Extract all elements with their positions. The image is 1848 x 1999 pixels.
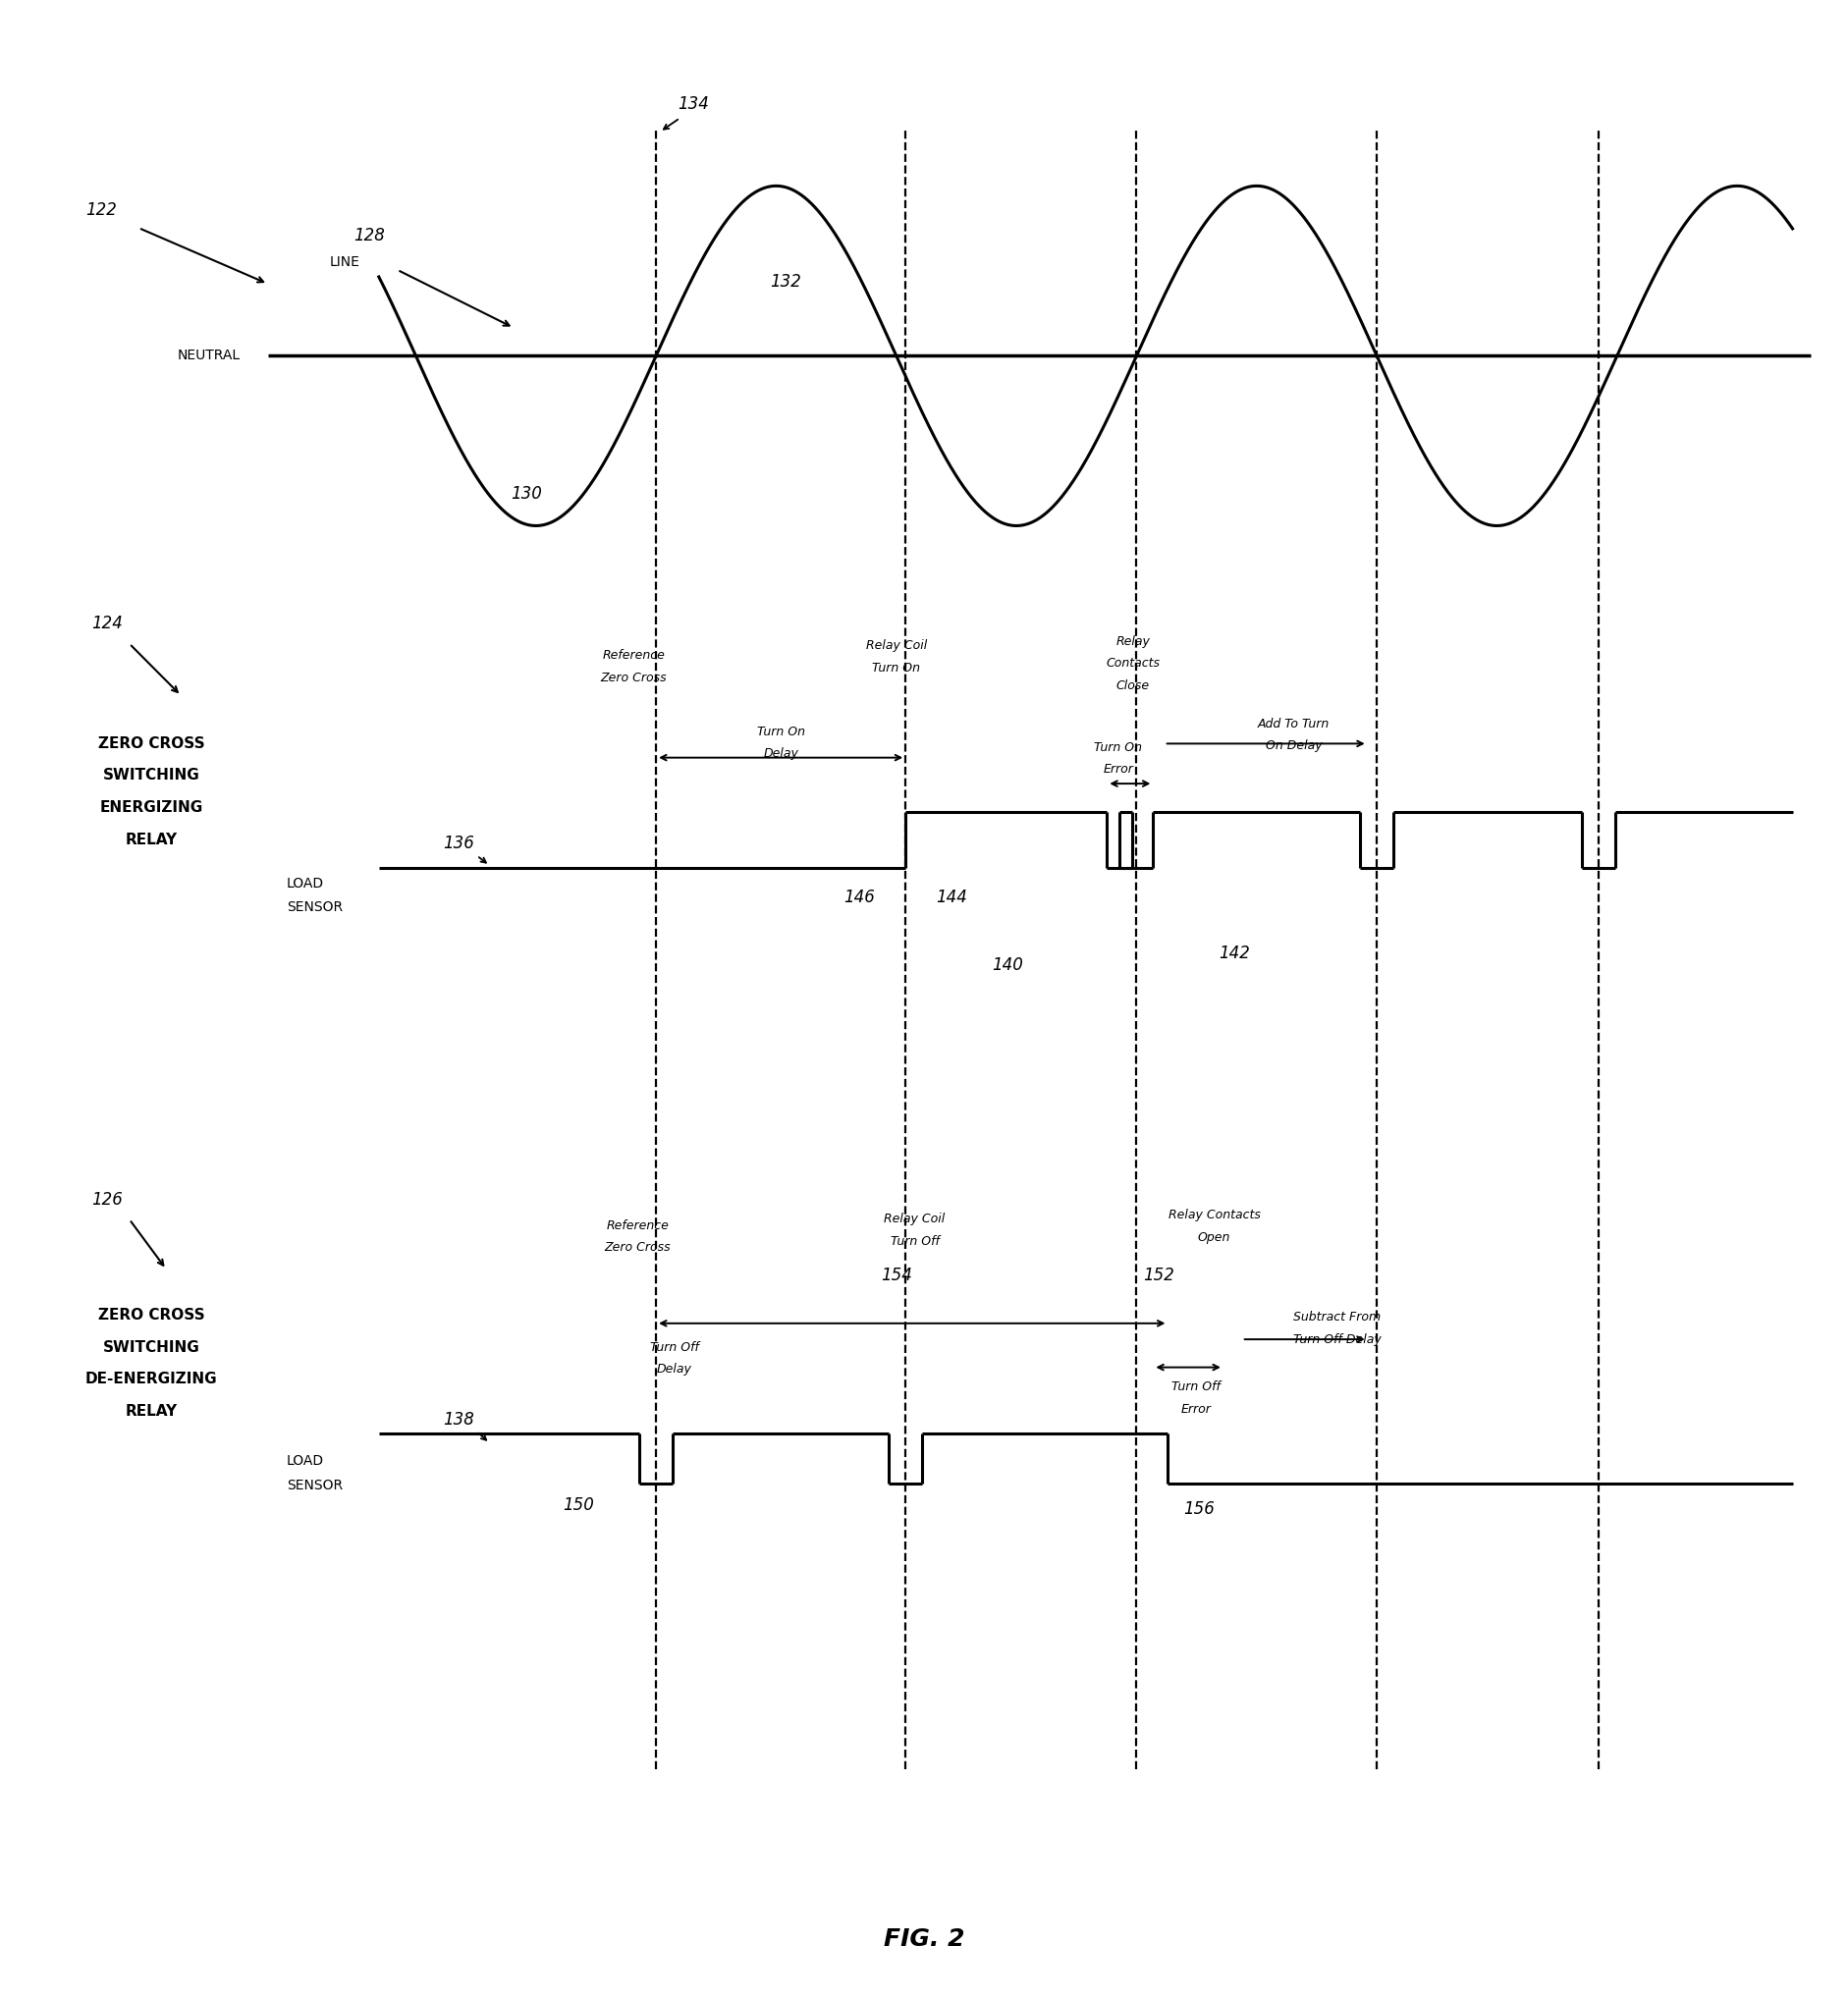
- Text: Error: Error: [1103, 764, 1133, 776]
- Text: 150: 150: [564, 1497, 593, 1513]
- Text: Reference: Reference: [606, 1219, 669, 1231]
- Text: On Delay: On Delay: [1266, 740, 1321, 752]
- Text: 136: 136: [444, 836, 473, 852]
- Text: Turn Off: Turn Off: [891, 1235, 939, 1247]
- Text: 140: 140: [992, 958, 1022, 974]
- Text: Zero Cross: Zero Cross: [601, 672, 667, 684]
- Text: Relay: Relay: [1116, 636, 1149, 648]
- Text: 128: 128: [355, 228, 384, 244]
- Text: FIG. 2: FIG. 2: [883, 1927, 965, 1951]
- Text: Turn On: Turn On: [1094, 742, 1142, 754]
- Text: Turn On: Turn On: [872, 662, 920, 674]
- Text: 138: 138: [444, 1411, 473, 1427]
- Text: Delay: Delay: [656, 1363, 693, 1375]
- Text: Subtract From: Subtract From: [1294, 1311, 1380, 1323]
- Text: 146: 146: [845, 890, 874, 906]
- Text: 152: 152: [1144, 1267, 1173, 1283]
- Text: LINE: LINE: [331, 256, 360, 268]
- Text: SENSOR: SENSOR: [286, 1479, 342, 1491]
- Text: DE-ENERGIZING: DE-ENERGIZING: [85, 1371, 218, 1387]
- Text: Relay Coil: Relay Coil: [883, 1213, 946, 1225]
- Text: Turn On: Turn On: [756, 726, 806, 738]
- Text: 134: 134: [678, 96, 708, 112]
- Text: 132: 132: [771, 274, 800, 290]
- Text: Turn Off Delay: Turn Off Delay: [1294, 1333, 1380, 1345]
- Text: 122: 122: [87, 202, 116, 218]
- Text: LOAD: LOAD: [286, 878, 323, 890]
- Text: RELAY: RELAY: [126, 832, 177, 848]
- Text: 126: 126: [92, 1191, 122, 1207]
- Text: 130: 130: [512, 486, 541, 502]
- Text: RELAY: RELAY: [126, 1403, 177, 1419]
- Text: Delay: Delay: [763, 748, 798, 760]
- Text: 154: 154: [881, 1267, 911, 1283]
- Text: LOAD: LOAD: [286, 1455, 323, 1467]
- Text: SWITCHING: SWITCHING: [103, 768, 200, 784]
- Text: Relay Coil: Relay Coil: [865, 640, 928, 652]
- Text: Turn Off: Turn Off: [1172, 1381, 1220, 1393]
- Text: Error: Error: [1181, 1403, 1210, 1415]
- Text: Open: Open: [1198, 1231, 1231, 1243]
- Text: Turn Off: Turn Off: [650, 1341, 699, 1353]
- Text: Contacts: Contacts: [1105, 658, 1161, 670]
- Text: SWITCHING: SWITCHING: [103, 1339, 200, 1355]
- Text: Close: Close: [1116, 680, 1149, 692]
- Text: 144: 144: [937, 890, 967, 906]
- Text: Relay Contacts: Relay Contacts: [1168, 1209, 1260, 1221]
- Text: Add To Turn: Add To Turn: [1258, 718, 1329, 730]
- Text: 156: 156: [1185, 1501, 1214, 1517]
- Text: SENSOR: SENSOR: [286, 902, 342, 914]
- Text: 142: 142: [1220, 946, 1249, 962]
- Text: ENERGIZING: ENERGIZING: [100, 800, 203, 816]
- Text: Reference: Reference: [602, 650, 665, 662]
- Text: ZERO CROSS: ZERO CROSS: [98, 736, 205, 752]
- Text: NEUTRAL: NEUTRAL: [177, 350, 240, 362]
- Text: Zero Cross: Zero Cross: [604, 1241, 671, 1253]
- Text: ZERO CROSS: ZERO CROSS: [98, 1307, 205, 1323]
- Text: 124: 124: [92, 616, 122, 632]
